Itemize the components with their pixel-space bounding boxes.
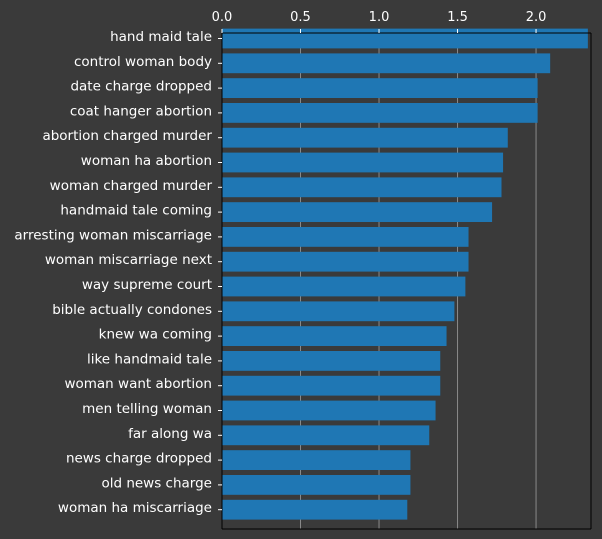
category-label: abortion charged murder bbox=[42, 128, 212, 144]
bar bbox=[222, 375, 441, 396]
bar bbox=[222, 351, 441, 371]
x-tick-label: 0.0 bbox=[212, 10, 233, 25]
category-label: news charge dropped bbox=[66, 451, 212, 467]
bar bbox=[222, 276, 466, 297]
category-label: men telling woman bbox=[82, 401, 212, 417]
x-tick-label: 2.0 bbox=[526, 10, 547, 25]
category-label: woman charged murder bbox=[50, 178, 213, 194]
bar bbox=[222, 251, 469, 272]
category-label: far along wa bbox=[128, 426, 212, 442]
bar bbox=[222, 450, 411, 470]
bar bbox=[222, 177, 502, 198]
x-tick-label: 0.5 bbox=[290, 10, 311, 25]
bar bbox=[222, 28, 588, 49]
category-label: bible actually condones bbox=[52, 302, 212, 318]
bar bbox=[222, 103, 538, 123]
category-label: like handmaid tale bbox=[87, 351, 212, 367]
bar bbox=[222, 152, 504, 173]
category-label: old news charge bbox=[101, 475, 212, 491]
category-labels: hand maid tale control woman body date cha… bbox=[14, 29, 222, 516]
category-label: control woman body bbox=[74, 54, 212, 70]
category-label: woman miscarriage next bbox=[45, 252, 212, 268]
bar bbox=[222, 499, 408, 520]
axes bbox=[221, 32, 592, 530]
bar bbox=[222, 78, 538, 98]
category-label: knew wa coming bbox=[99, 327, 212, 343]
bar bbox=[222, 127, 508, 148]
category-label: way supreme court bbox=[82, 277, 212, 293]
x-tick-label: 1.0 bbox=[369, 10, 390, 25]
bar bbox=[222, 326, 447, 346]
bar bbox=[222, 400, 436, 421]
bar bbox=[222, 475, 411, 495]
x-tick-labels: 0.0 0.5 1.0 1.5 2.0 bbox=[212, 10, 547, 33]
category-label: woman ha miscarriage bbox=[58, 500, 212, 516]
category-label: coat hanger abortion bbox=[70, 103, 212, 119]
bar bbox=[222, 53, 551, 74]
category-label: date charge dropped bbox=[70, 79, 212, 95]
x-tick-label: 1.5 bbox=[447, 10, 468, 25]
bar bbox=[222, 227, 469, 247]
bar bbox=[222, 301, 455, 322]
category-label: woman ha abortion bbox=[81, 153, 212, 169]
bar bbox=[222, 202, 493, 222]
category-label: handmaid tale coming bbox=[60, 203, 212, 219]
bar bbox=[222, 425, 430, 446]
category-label: hand maid tale bbox=[110, 29, 212, 45]
category-label: woman want abortion bbox=[64, 376, 212, 392]
bars bbox=[222, 28, 588, 520]
category-label: arresting woman miscarriage bbox=[14, 227, 212, 243]
